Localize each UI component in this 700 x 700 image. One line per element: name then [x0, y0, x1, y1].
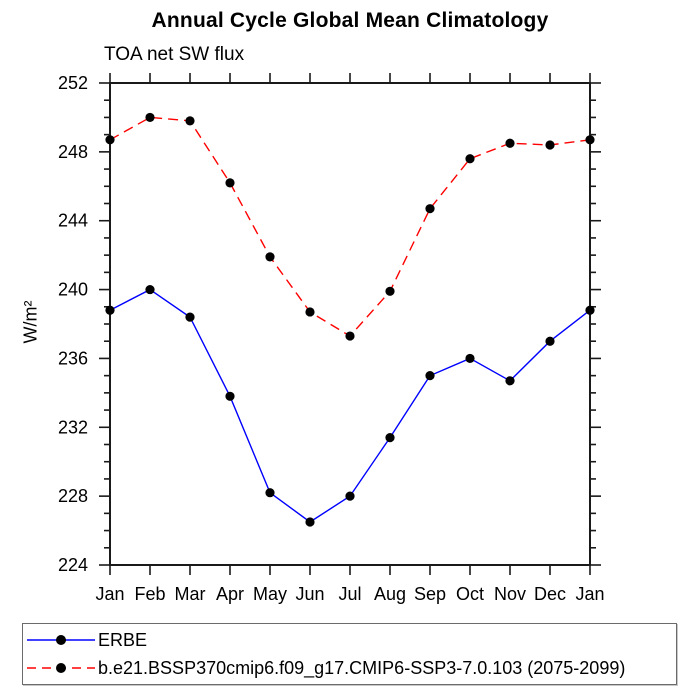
data-point-marker [145, 112, 155, 123]
data-point-marker [225, 178, 235, 188]
x-tick-label: Sep [414, 584, 446, 604]
y-tick-label: 228 [58, 486, 88, 506]
x-tick-label: Apr [216, 584, 244, 604]
data-point-marker [145, 284, 155, 295]
y-tick-label: 232 [58, 417, 88, 437]
y-tick-label: 240 [58, 280, 88, 300]
data-point-marker [425, 204, 435, 214]
data-point-marker [385, 286, 395, 296]
data-point-marker [345, 331, 355, 341]
data-point-marker [465, 353, 475, 364]
chart-title: Annual Cycle Global Mean Climatology [151, 9, 549, 32]
y-tick-label: 224 [58, 555, 88, 575]
series-markers [105, 112, 595, 341]
y-tick-label: 248 [58, 142, 88, 162]
model-series-line [109, 116, 591, 337]
legend-label-erbe: ERBE [98, 629, 148, 650]
erbe-line-sample-icon [27, 635, 95, 645]
model-line-sample-icon [27, 663, 95, 673]
data-point-marker [505, 376, 515, 386]
data-point-marker [225, 391, 235, 401]
data-point-marker [265, 488, 275, 498]
y-tick-label: 244 [58, 211, 88, 231]
data-point-marker [585, 135, 595, 145]
erbe-sample-marker [56, 635, 66, 645]
data-point-marker [105, 305, 115, 315]
x-tick-label: Dec [534, 584, 566, 604]
data-point-marker [385, 433, 395, 443]
legend-label-model: b.e21.BSSP370cmip6.f09_g17.CMIP6-SSP3-7.… [98, 657, 626, 678]
legend-item-erbe: ERBE [26, 626, 674, 654]
data-point-marker [105, 135, 115, 145]
data-point-marker [545, 140, 555, 150]
data-point-marker [305, 517, 315, 527]
legend-box: ERBE b.e21.BSSP370cmip6.f09_g17.CMIP6-SS… [22, 623, 677, 685]
x-axis-ticks: Jan Feb Mar Apr May Jun Jul Aug Sep Oct Nov Dec Jan [95, 73, 605, 604]
data-point-marker [185, 312, 195, 322]
data-point-marker [265, 252, 275, 262]
y-tick-label: 236 [58, 348, 88, 368]
legend-item-model: b.e21.BSSP370cmip6.f09_g17.CMIP6-SSP3-7.… [26, 654, 674, 682]
model-sample-marker [56, 663, 66, 673]
data-point-marker [545, 336, 555, 346]
x-tick-label: Jan [95, 584, 124, 604]
erbe-series-line [109, 288, 591, 523]
data-point-marker [505, 138, 515, 148]
x-tick-label: Jun [295, 584, 324, 604]
plot-frame [109, 82, 591, 566]
data-point-marker [185, 116, 195, 126]
series-markers [105, 284, 595, 527]
x-tick-label: Aug [374, 584, 406, 604]
data-point-marker [585, 305, 595, 315]
x-tick-label: Nov [494, 584, 526, 604]
x-tick-label: May [253, 584, 287, 604]
chart-subtitle: TOA net SW flux [104, 44, 245, 65]
x-tick-label: Feb [134, 584, 165, 604]
x-tick-label: Jul [338, 584, 361, 604]
x-tick-label: Oct [456, 584, 484, 604]
data-point-marker [425, 371, 435, 381]
x-tick-label: Jan [575, 584, 604, 604]
data-point-marker [345, 491, 355, 501]
y-axis-ticks: 224 228 232 236 240 244 248 252 [58, 73, 601, 575]
x-tick-label: Mar [175, 584, 206, 604]
data-point-marker [465, 154, 475, 164]
y-tick-label: 252 [58, 73, 88, 93]
data-point-marker [305, 307, 315, 317]
